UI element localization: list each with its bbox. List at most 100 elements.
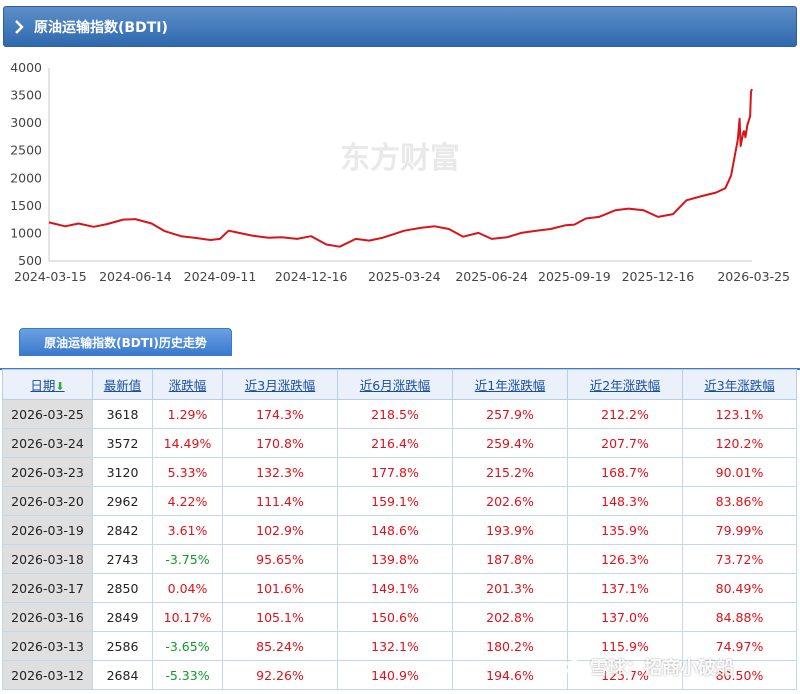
value-cell: 3572 xyxy=(92,428,153,458)
y-tick-label: 1500 xyxy=(10,198,42,213)
change-cell: 218.5% xyxy=(337,399,453,429)
change-cell: 135.9% xyxy=(567,515,683,545)
change-cell: 74.97% xyxy=(682,631,797,661)
change-cell: 212.2% xyxy=(567,399,683,429)
change-cell: 168.7% xyxy=(567,457,683,487)
column-header[interactable]: 近6月涨跌幅 xyxy=(337,369,453,400)
date-cell: 2026-03-17 xyxy=(2,573,93,603)
change-cell: 193.9% xyxy=(452,515,568,545)
change-cell: 201.3% xyxy=(452,573,568,603)
column-header[interactable]: 近1年涨跌幅 xyxy=(452,369,568,400)
change-cell: 180.2% xyxy=(452,631,568,661)
snowball-logo-icon xyxy=(562,660,583,674)
change-cell: 4.22% xyxy=(152,486,223,516)
value-cell: 2842 xyxy=(92,515,153,545)
change-cell: 125.7% xyxy=(567,660,683,690)
change-cell: 139.8% xyxy=(337,544,453,574)
change-cell: 177.8% xyxy=(337,457,453,487)
date-cell: 2026-03-23 xyxy=(2,457,93,487)
x-tick-label: 2025-12-16 xyxy=(622,269,695,284)
chevron-right-icon[interactable] xyxy=(4,19,34,34)
history-table: 日期⬇ 最新值 涨跌幅 近3月涨跌幅 近6月涨跌幅 近1年涨跌幅 近2年涨跌幅 近3年涨跌幅 … xyxy=(2,369,797,690)
change-cell: 92.26% xyxy=(222,660,338,690)
change-cell: 149.1% xyxy=(337,573,453,603)
table-row: 2026-03-24 3572 14.49% 170.8% 216.4% 259.4% 20… xyxy=(2,428,797,458)
table-row: 2026-03-20 2962 4.22% 111.4% 159.1% 202.6% 148… xyxy=(2,486,797,516)
value-cell: 2962 xyxy=(92,486,153,516)
y-tick-label: 4000 xyxy=(10,60,42,75)
table-row: 2026-03-25 3618 1.29% 174.3% 218.5% 257.9% 212… xyxy=(2,399,797,429)
value-cell: 2850 xyxy=(92,573,153,603)
date-cell: 2026-03-25 xyxy=(2,399,93,429)
change-cell: 148.6% xyxy=(337,515,453,545)
watermark-text: 雪球：招商小破船 xyxy=(590,658,734,679)
sort-down-arrow-icon[interactable]: ⬇ xyxy=(55,380,65,393)
x-tick-label: 2025-06-24 xyxy=(455,269,528,284)
change-cell: 10.17% xyxy=(152,602,223,632)
change-cell: 5.33% xyxy=(152,457,223,487)
y-tick-label: 3000 xyxy=(10,115,42,130)
column-header[interactable]: 近2年涨跌幅 xyxy=(567,369,683,400)
change-cell: 95.65% xyxy=(222,544,338,574)
y-tick-label: 2500 xyxy=(10,143,42,158)
y-tick-label: 2000 xyxy=(10,170,42,185)
change-cell: 132.3% xyxy=(222,457,338,487)
date-cell: 2026-03-24 xyxy=(2,428,93,458)
tab-underline xyxy=(0,354,800,370)
change-cell: -3.65% xyxy=(152,631,223,661)
change-cell: 80.50% xyxy=(682,660,797,690)
column-header[interactable]: 最新值 xyxy=(92,369,153,400)
date-cell: 2026-03-20 xyxy=(2,486,93,516)
change-cell: 174.3% xyxy=(222,399,338,429)
chart-watermark: 东方财富 xyxy=(340,141,460,176)
change-cell: -5.33% xyxy=(152,660,223,690)
change-cell: 120.2% xyxy=(682,428,797,458)
change-cell: 84.88% xyxy=(682,602,797,632)
change-cell: 150.6% xyxy=(337,602,453,632)
column-header[interactable]: 近3年涨跌幅 xyxy=(682,369,797,400)
change-cell: 137.0% xyxy=(567,602,683,632)
column-header[interactable]: 涨跌幅 xyxy=(152,369,223,400)
date-cell: 2026-03-18 xyxy=(2,544,93,574)
change-cell: 105.1% xyxy=(222,602,338,632)
value-cell: 2743 xyxy=(92,544,153,574)
y-tick-label: 500 xyxy=(18,253,42,268)
x-tick-label: 2025-09-19 xyxy=(538,269,611,284)
change-cell: 111.4% xyxy=(222,486,338,516)
change-cell: 202.8% xyxy=(452,602,568,632)
x-tick-label: 2024-09-11 xyxy=(184,269,257,284)
value-cell: 2586 xyxy=(92,631,153,661)
column-header[interactable]: 近3月涨跌幅 xyxy=(222,369,338,400)
change-cell: 187.8% xyxy=(452,544,568,574)
change-cell: 83.86% xyxy=(682,486,797,516)
change-cell: 126.3% xyxy=(567,544,683,574)
change-cell: 170.8% xyxy=(222,428,338,458)
value-cell: 3120 xyxy=(92,457,153,487)
date-cell: 2026-03-19 xyxy=(2,515,93,545)
date-cell: 2026-03-13 xyxy=(2,631,93,661)
change-cell: 215.2% xyxy=(452,457,568,487)
table-row: 2026-03-17 2850 0.04% 101.6% 149.1% 201.3% 137… xyxy=(2,573,797,603)
value-cell: 2684 xyxy=(92,660,153,690)
change-cell: 90.01% xyxy=(682,457,797,487)
x-tick-label: 2026-03-25 xyxy=(717,269,790,284)
change-cell: 140.9% xyxy=(337,660,453,690)
x-tick-label: 2024-12-16 xyxy=(275,269,348,284)
tab-history[interactable]: 原油运输指数(BDTI)历史走势 xyxy=(19,328,232,356)
change-cell: 202.6% xyxy=(452,486,568,516)
change-cell: 207.7% xyxy=(567,428,683,458)
change-cell: 257.9% xyxy=(452,399,568,429)
change-cell: 85.24% xyxy=(222,631,338,661)
change-cell: 123.1% xyxy=(682,399,797,429)
bdti-line-chart: 500 1000 1500 2000 2500 3000 3500 4000 2024-03-1… xyxy=(0,56,800,292)
table-row: 2026-03-19 2842 3.61% 102.9% 148.6% 193.9% 135… xyxy=(2,515,797,545)
y-tick-label: 1000 xyxy=(10,225,42,240)
table-header-row: 日期⬇ 最新值 涨跌幅 近3月涨跌幅 近6月涨跌幅 近1年涨跌幅 近2年涨跌幅 近3年涨跌幅 xyxy=(2,369,797,400)
change-cell: 132.1% xyxy=(337,631,453,661)
change-cell: 115.9% xyxy=(567,631,683,661)
change-cell: 216.4% xyxy=(337,428,453,458)
change-cell: 79.99% xyxy=(682,515,797,545)
change-cell: 1.29% xyxy=(152,399,223,429)
column-header[interactable]: 日期⬇ xyxy=(2,369,93,400)
change-cell: 0.04% xyxy=(152,573,223,603)
